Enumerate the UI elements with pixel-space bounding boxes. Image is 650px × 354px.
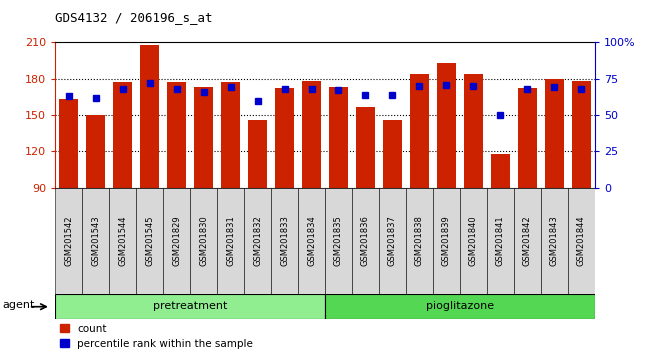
Bar bbox=[406, 188, 433, 294]
Text: agent: agent bbox=[3, 300, 35, 310]
Text: GSM201545: GSM201545 bbox=[145, 216, 154, 266]
Text: GSM201838: GSM201838 bbox=[415, 215, 424, 266]
Bar bbox=[379, 188, 406, 294]
Text: GSM201842: GSM201842 bbox=[523, 215, 532, 266]
Bar bbox=[194, 87, 213, 188]
Bar bbox=[55, 188, 83, 294]
Text: GSM201833: GSM201833 bbox=[280, 215, 289, 266]
Bar bbox=[545, 79, 564, 188]
Text: GSM201830: GSM201830 bbox=[199, 215, 208, 266]
Text: GSM201839: GSM201839 bbox=[442, 215, 451, 266]
Bar bbox=[298, 188, 325, 294]
Bar bbox=[568, 188, 595, 294]
Bar bbox=[433, 188, 460, 294]
Bar bbox=[487, 188, 514, 294]
Text: pioglitazone: pioglitazone bbox=[426, 301, 494, 311]
Text: GSM201841: GSM201841 bbox=[496, 215, 505, 266]
Bar bbox=[437, 63, 456, 188]
Bar bbox=[356, 107, 375, 188]
Legend: count, percentile rank within the sample: count, percentile rank within the sample bbox=[60, 324, 253, 349]
Bar bbox=[352, 188, 379, 294]
Bar bbox=[329, 87, 348, 188]
Bar bbox=[383, 120, 402, 188]
Bar bbox=[302, 81, 321, 188]
Text: GSM201843: GSM201843 bbox=[550, 215, 559, 266]
Bar bbox=[86, 115, 105, 188]
Bar bbox=[109, 188, 136, 294]
Bar bbox=[217, 188, 244, 294]
Bar bbox=[163, 188, 190, 294]
Text: GSM201844: GSM201844 bbox=[577, 215, 586, 266]
Bar bbox=[460, 188, 487, 294]
Text: GSM201840: GSM201840 bbox=[469, 215, 478, 266]
Bar bbox=[325, 188, 352, 294]
Text: GSM201829: GSM201829 bbox=[172, 215, 181, 266]
Bar bbox=[82, 188, 109, 294]
Text: GSM201834: GSM201834 bbox=[307, 215, 316, 266]
Text: GSM201835: GSM201835 bbox=[334, 215, 343, 266]
Bar bbox=[271, 188, 298, 294]
Bar bbox=[491, 154, 510, 188]
Text: GSM201837: GSM201837 bbox=[388, 215, 397, 266]
Bar bbox=[410, 74, 429, 188]
Bar bbox=[464, 74, 483, 188]
Bar bbox=[248, 120, 267, 188]
Bar bbox=[325, 294, 595, 319]
Text: pretreatment: pretreatment bbox=[153, 301, 228, 311]
Bar bbox=[518, 88, 537, 188]
Bar bbox=[167, 82, 186, 188]
Text: GSM201831: GSM201831 bbox=[226, 215, 235, 266]
Text: GSM201832: GSM201832 bbox=[253, 215, 262, 266]
Bar bbox=[244, 188, 271, 294]
Text: GSM201836: GSM201836 bbox=[361, 215, 370, 266]
Text: GSM201543: GSM201543 bbox=[91, 215, 100, 266]
Bar bbox=[140, 45, 159, 188]
Bar bbox=[113, 82, 132, 188]
Bar bbox=[136, 188, 163, 294]
Bar bbox=[275, 88, 294, 188]
Bar bbox=[572, 81, 591, 188]
Text: GSM201544: GSM201544 bbox=[118, 216, 127, 266]
Bar bbox=[221, 82, 240, 188]
Text: GSM201542: GSM201542 bbox=[64, 216, 73, 266]
Bar bbox=[190, 188, 217, 294]
Bar bbox=[541, 188, 568, 294]
Bar bbox=[55, 294, 325, 319]
Text: GDS4132 / 206196_s_at: GDS4132 / 206196_s_at bbox=[55, 11, 213, 24]
Bar bbox=[514, 188, 541, 294]
Bar bbox=[59, 99, 78, 188]
